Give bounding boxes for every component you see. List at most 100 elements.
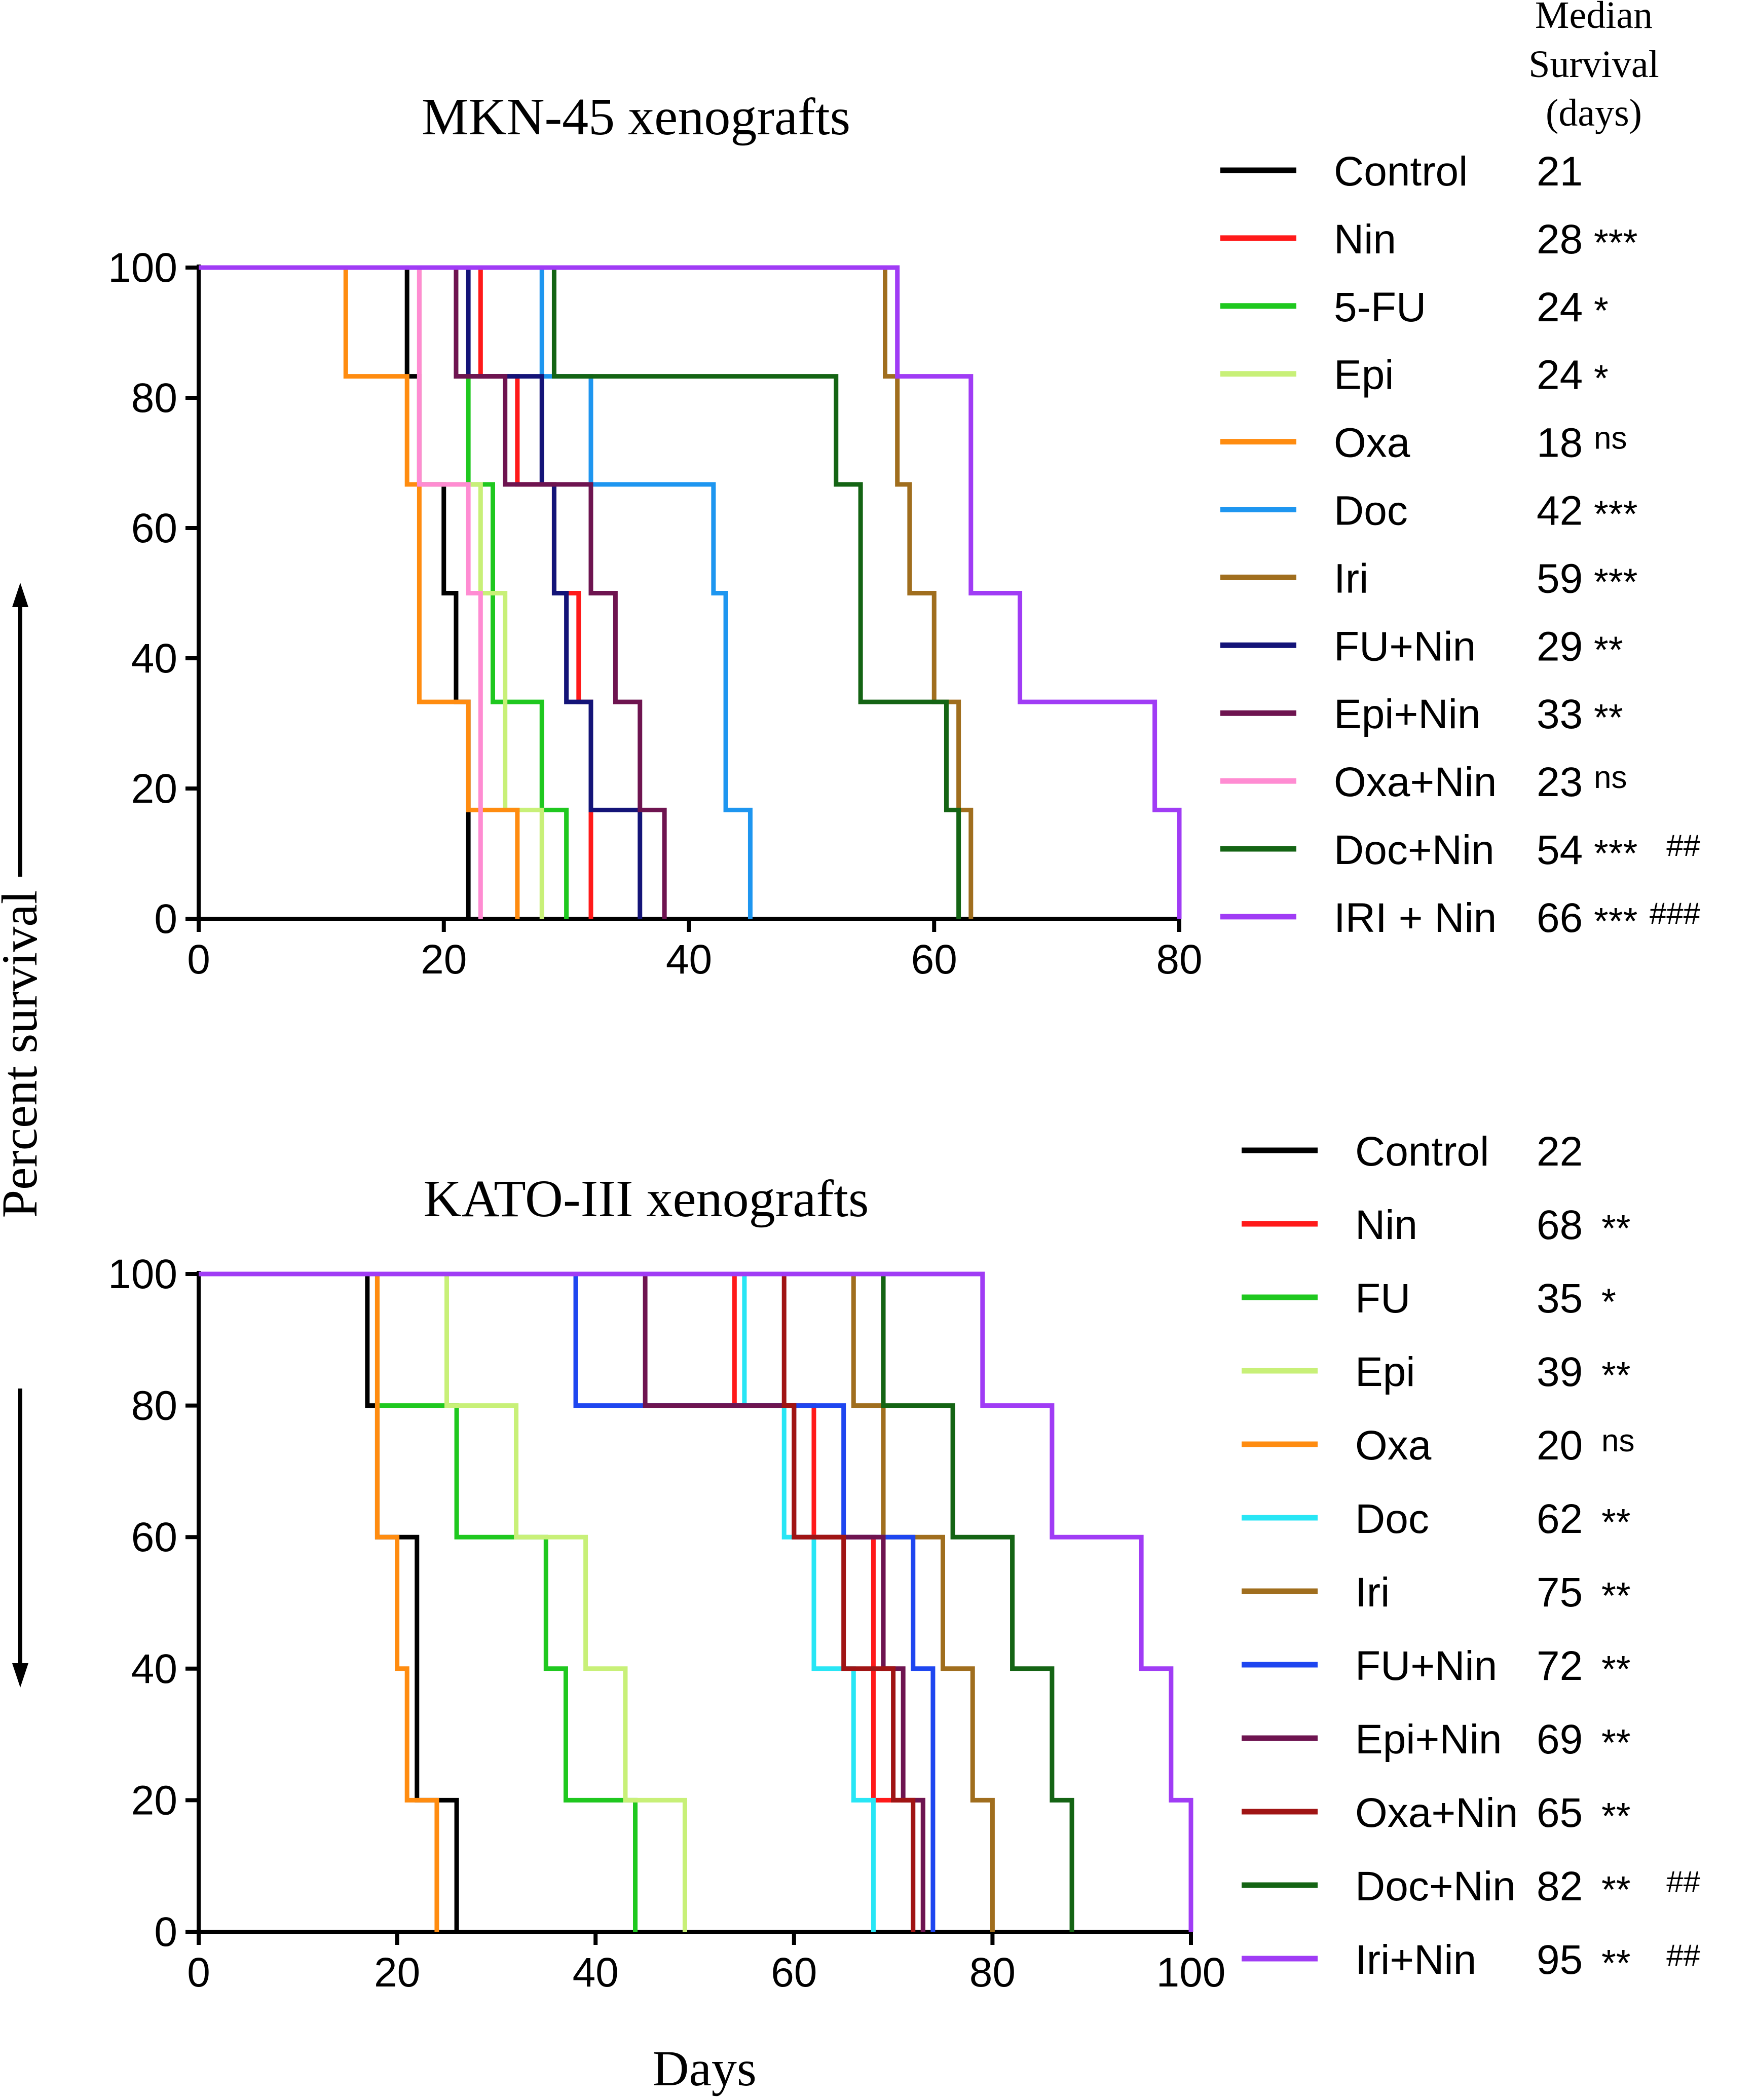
mkn45-median-value: 33 — [1537, 691, 1583, 737]
kato3-significance: * — [1601, 1281, 1616, 1323]
mkn45-legend-label: Oxa — [1334, 420, 1410, 466]
mkn45-median-value: 24 — [1537, 284, 1583, 330]
mkn45-legend-label: Iri — [1334, 555, 1368, 602]
kato3-median-value: 72 — [1537, 1643, 1583, 1689]
kato3-y-tick-label: 20 — [131, 1777, 177, 1823]
kato3-significance: ** — [1601, 1648, 1631, 1690]
kato3-median-value: 95 — [1537, 1937, 1583, 1983]
mkn45-legend-item-iri-plus-nin: IRI + Nin 66 *** ### — [1220, 895, 1701, 942]
mkn45-curve-oxa-plus-nin — [199, 265, 483, 919]
kato3-x-tick-label: 60 — [771, 1949, 817, 1996]
kato3-median-value: 39 — [1537, 1349, 1583, 1395]
kato3-legend-item-nin: Nin 68 ** — [1242, 1202, 1631, 1249]
kato3-legend-item-epi: Epi 39 ** — [1242, 1349, 1631, 1396]
down-arrow — [12, 1389, 28, 1688]
kato3-legend-item-doc-plus-nin: Doc+Nin 82 ** ## — [1242, 1863, 1701, 1910]
mkn45-significance: *** — [1594, 221, 1637, 264]
mkn45-curve-control — [199, 265, 471, 919]
kato3-curve-doc-plus-nin — [199, 1271, 1074, 1932]
kato3-curve-iri-plus-nin — [199, 1271, 1193, 1932]
kato3-significance: ** — [1601, 1354, 1631, 1396]
kato3-significance: ** — [1601, 1574, 1631, 1617]
kato3-legend-label: Epi — [1355, 1349, 1415, 1395]
kato3-curve-doc — [199, 1271, 876, 1932]
kato3-legend-item-epi-plus-nin: Epi+Nin 69 ** — [1242, 1716, 1631, 1764]
mkn45-legend-item-oxa: Oxa 18 ns — [1220, 420, 1627, 466]
mkn45-legend-label: Control — [1334, 148, 1468, 195]
kato3-y-tick-label: 40 — [131, 1646, 177, 1692]
mkn45-y-tick-label: 80 — [131, 375, 177, 421]
mkn45-plot-area: 0 20 40 60 80 100 0 20 40 60 80 — [108, 245, 1202, 983]
kato3-x-tick-label: 20 — [374, 1949, 420, 1996]
mkn45-legend-label: Epi+Nin — [1334, 691, 1480, 737]
mkn45-legend-label: Doc+Nin — [1334, 827, 1495, 873]
kato3-curve-epi — [199, 1271, 687, 1932]
mkn45-median-value: 18 — [1537, 420, 1583, 466]
kato3-significance: ** — [1601, 1795, 1631, 1837]
kato3-legend-label: Iri — [1355, 1569, 1390, 1616]
kato3-legend-item-doc: Doc 62 ** — [1242, 1496, 1631, 1543]
mkn45-legend-item-fu-plus-nin: FU+Nin 29 ** — [1220, 623, 1623, 670]
mkn45-legend-label: Doc — [1334, 488, 1408, 534]
kato3-significance: ** — [1601, 1721, 1631, 1764]
mkn45-curve-iri-plus-nin — [199, 265, 1182, 919]
kato3-median-value: 22 — [1537, 1129, 1583, 1175]
mkn45-legend-label: Oxa+Nin — [1334, 759, 1497, 805]
kato3-y-tick-label: 80 — [131, 1383, 177, 1429]
kato3-x-tick-label: 0 — [187, 1949, 210, 1996]
kato3-curve-iri — [199, 1271, 995, 1932]
kato3-y-tick-label: 60 — [131, 1514, 177, 1560]
kato3-legend-item-oxa: Oxa 20 ns — [1242, 1422, 1634, 1469]
header-line-1: Median — [1535, 0, 1653, 36]
mkn45-median-value: 54 — [1537, 827, 1583, 873]
mkn45-legend-item-control: Control 21 — [1220, 148, 1583, 195]
mkn45-curve-epi — [199, 265, 544, 919]
kato3-legend-label: Iri+Nin — [1355, 1937, 1476, 1983]
kato3-combo-significance: ## — [1666, 1938, 1700, 1972]
mkn45-significance: * — [1594, 289, 1609, 331]
kato3-combo-significance: ## — [1666, 1865, 1700, 1899]
kato3-median-value: 35 — [1537, 1276, 1583, 1322]
kato3-median-value: 68 — [1537, 1202, 1583, 1248]
y-axis-label: Percent survival — [0, 890, 48, 1218]
kato3-y-tick-label: 0 — [154, 1909, 177, 1955]
median-survival-header: Median Survival (days) — [1528, 0, 1659, 134]
kato3-legend-item-fu-plus-nin: FU+Nin 72 ** — [1242, 1643, 1631, 1690]
kato3-legend-label: FU+Nin — [1355, 1643, 1497, 1689]
mkn45-y-tick-label: 0 — [154, 896, 177, 942]
mkn45-median-value: 29 — [1537, 623, 1583, 669]
kato3-legend-label: Oxa+Nin — [1355, 1790, 1518, 1836]
kato3-significance: ** — [1601, 1501, 1631, 1543]
mkn45-significance: *** — [1594, 832, 1637, 874]
mkn45-significance: ** — [1594, 628, 1623, 670]
mkn45-y-tick-label: 100 — [108, 245, 177, 291]
mkn45-significance: * — [1594, 357, 1609, 399]
kato3-legend-item-fu: FU 35 * — [1242, 1276, 1616, 1323]
kato3-curve-control — [199, 1271, 459, 1932]
mkn45-legend-item-doc-plus-nin: Doc+Nin 54 *** ## — [1220, 827, 1701, 874]
mkn45-legend-label: 5-FU — [1334, 284, 1426, 330]
kato3-legend-item-iri-plus-nin: Iri+Nin 95 ** ## — [1242, 1937, 1701, 1984]
kato3-legend: Control 22 Nin 68 ** FU 35 * Epi 39 ** Oxa 20 ns Doc 62… — [1242, 1129, 1701, 1984]
kato3-legend-item-iri: Iri 75 ** — [1242, 1569, 1631, 1617]
kato3-median-value: 75 — [1537, 1569, 1583, 1616]
kato3-legend-item-control: Control 22 — [1242, 1129, 1583, 1175]
kato3-significance: ** — [1601, 1868, 1631, 1910]
kato3-median-value: 20 — [1537, 1422, 1583, 1469]
kato3-curve-fu-plus-nin — [199, 1271, 936, 1932]
x-axis-label: Days — [652, 2040, 757, 2096]
mkn45-curve-iri — [199, 265, 974, 919]
kato3-plot-area: 0 20 40 60 80 100 0 20 40 60 80 100 — [108, 1251, 1225, 1996]
header-line-2: Survival — [1528, 43, 1659, 86]
mkn45-significance: ** — [1594, 696, 1623, 738]
mkn45-legend: Control 21 Nin 28 *** 5-FU 24 * Epi 24 * Oxa 18 ns Doc… — [1220, 148, 1701, 942]
mkn45-combo-significance: ## — [1666, 829, 1700, 863]
mkn45-legend-item-iri: Iri 59 *** — [1220, 555, 1637, 603]
kato3-legend-label: FU — [1355, 1276, 1410, 1322]
mkn45-y-tick-label: 20 — [131, 766, 177, 812]
mkn45-legend-label: Nin — [1334, 216, 1396, 262]
kato3-y-tick-label: 100 — [108, 1251, 177, 1297]
mkn45-median-value: 66 — [1537, 895, 1583, 941]
